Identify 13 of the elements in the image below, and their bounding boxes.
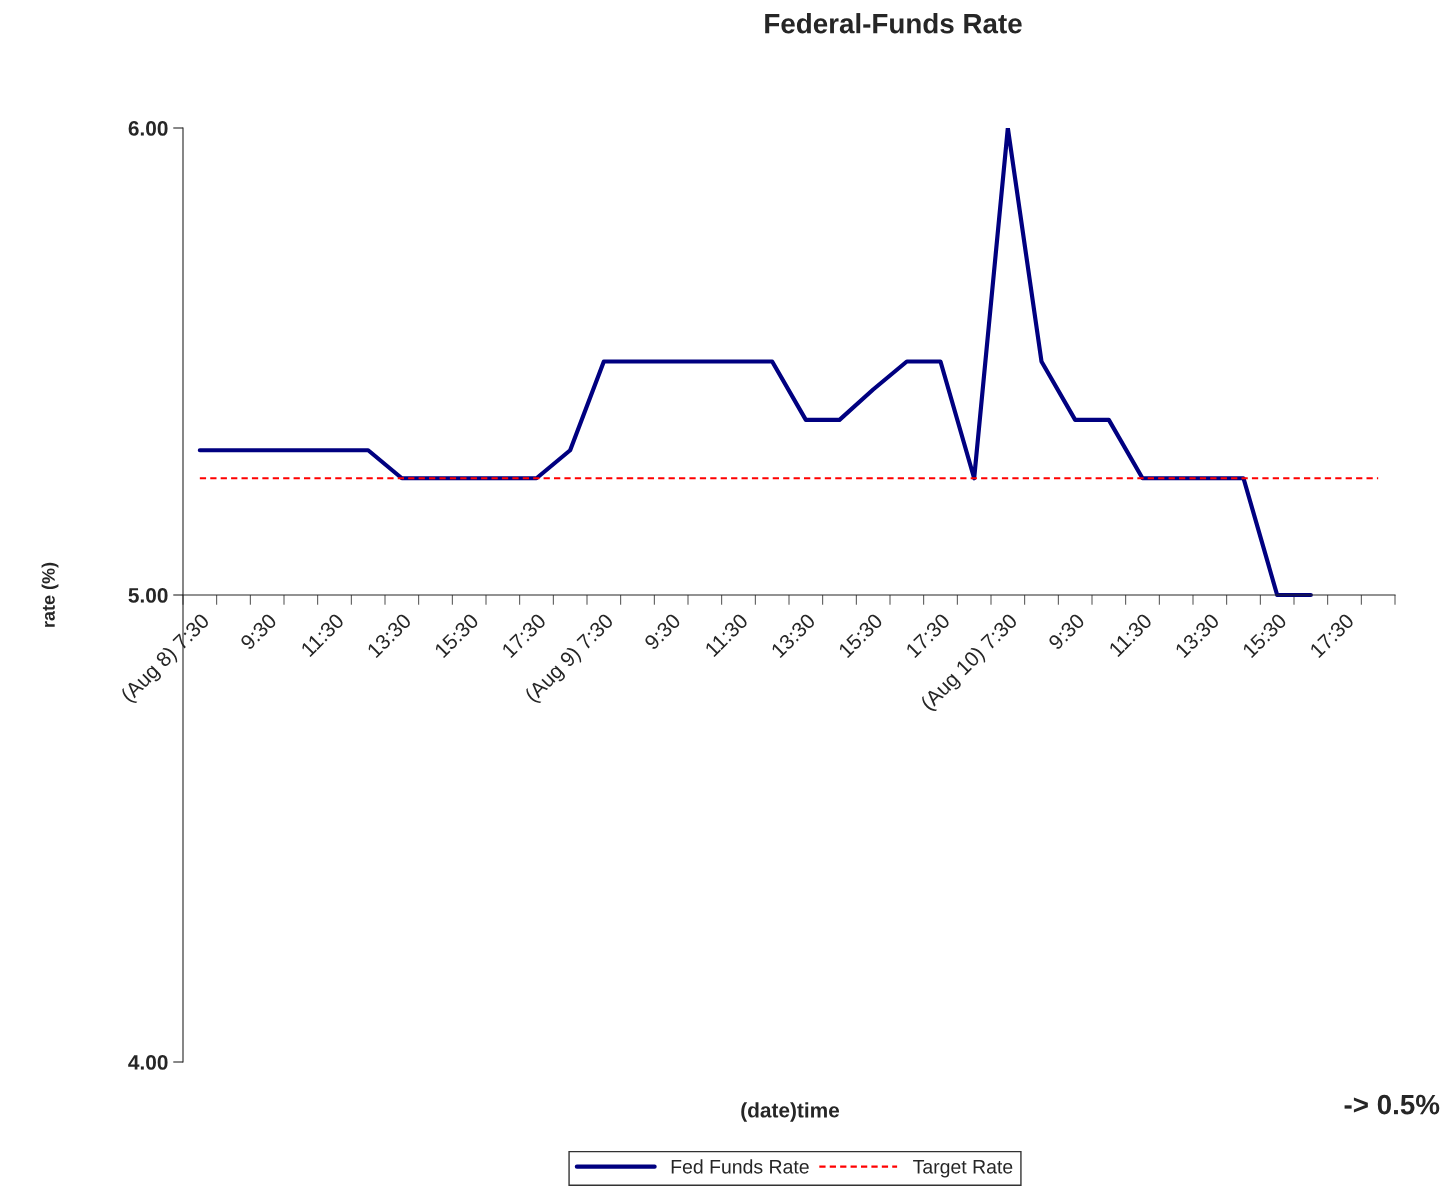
x-tick-label: 9:30 <box>1047 612 1086 651</box>
y-tick-label: 5.00 <box>128 588 168 603</box>
chart-title: Federal-Funds Rate <box>765 13 1022 34</box>
y-axis-title: rate (%) <box>41 562 59 627</box>
legend-label: Fed Funds Rate <box>671 1159 809 1174</box>
y-tick-label: 6.00 <box>128 121 168 136</box>
x-axis-title: (date)time <box>741 1102 840 1122</box>
line-series <box>197 128 1313 598</box>
x-tick-label: 9:30 <box>239 612 278 651</box>
legend-label: Target Rate <box>913 1160 1013 1178</box>
x-tick-label: 9:30 <box>643 612 682 651</box>
y-tick-label: 4.00 <box>128 1055 168 1070</box>
text: -> 0.5% <box>1344 1094 1440 1115</box>
